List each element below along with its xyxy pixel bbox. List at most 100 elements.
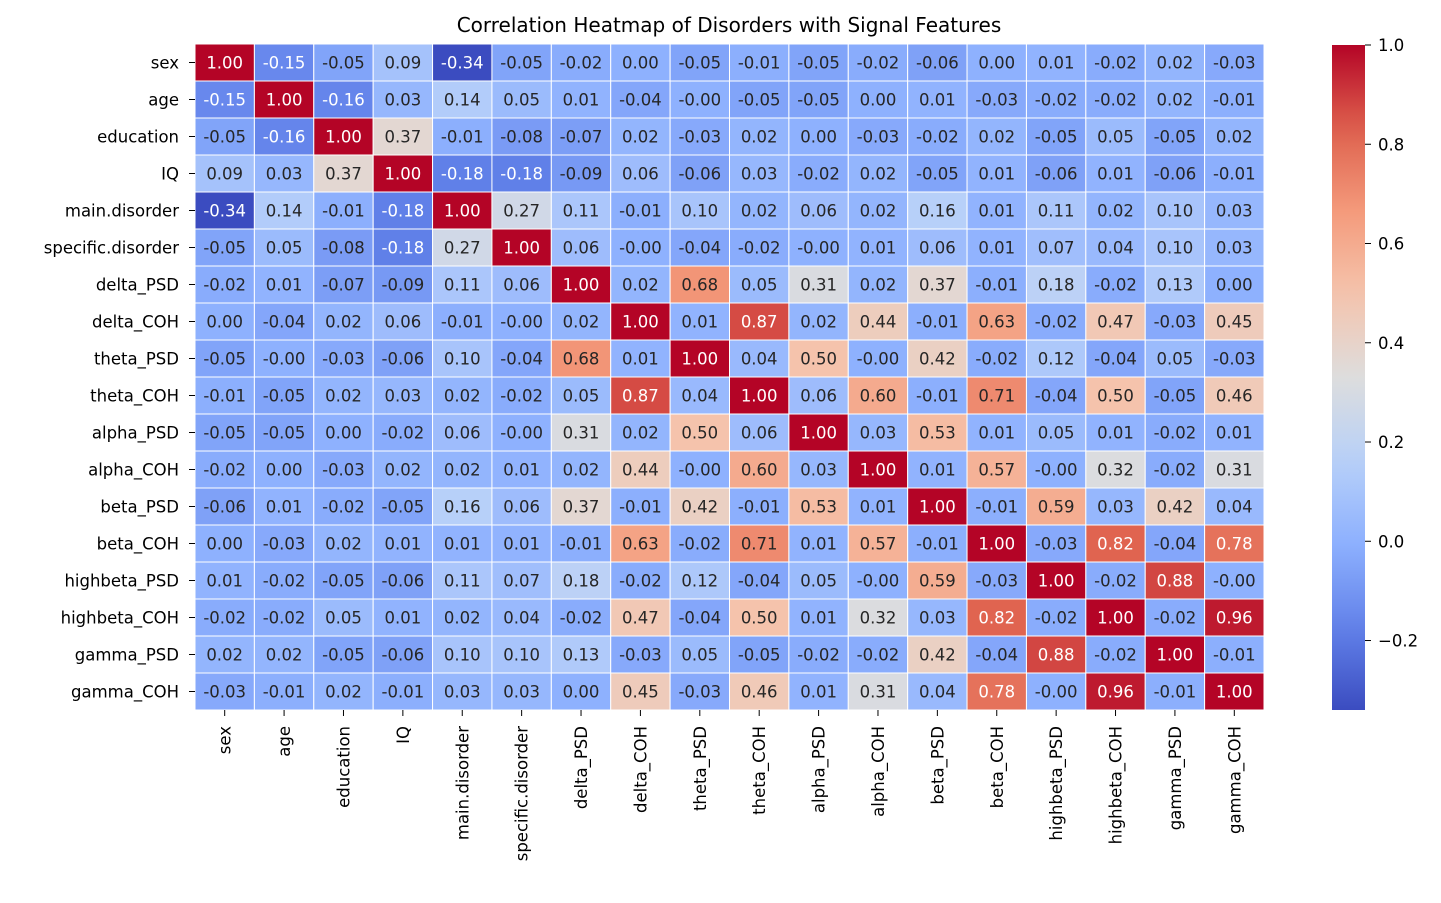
cell-value-label: -0.02 bbox=[619, 572, 662, 591]
cell-value-label: -0.03 bbox=[857, 128, 900, 147]
y-tick-label: sex bbox=[151, 54, 179, 73]
cell-value-label: -0.08 bbox=[322, 239, 365, 258]
heatmap-cell bbox=[847, 265, 909, 304]
cell-value-label: 0.00 bbox=[622, 54, 659, 73]
heatmap-cell bbox=[491, 117, 552, 156]
heatmap-cell bbox=[966, 43, 1027, 82]
cell-value-label: -0.07 bbox=[560, 128, 603, 147]
cell-value-label: -0.03 bbox=[975, 572, 1018, 591]
cell-value-label: 0.02 bbox=[325, 683, 362, 702]
heatmap-cell bbox=[194, 80, 255, 119]
heatmap-cell bbox=[1144, 43, 1206, 82]
cell-value-label: 0.06 bbox=[503, 498, 540, 517]
cell-value-label: -0.01 bbox=[382, 683, 425, 702]
heatmap-cell bbox=[847, 191, 909, 230]
heatmap-cell bbox=[372, 117, 434, 156]
cell-value-label: 0.00 bbox=[1216, 276, 1253, 295]
cell-value-label: 1.00 bbox=[503, 239, 540, 258]
heatmap-cell bbox=[313, 339, 374, 378]
cell-value-label: -0.15 bbox=[263, 54, 306, 73]
heatmap-cell bbox=[194, 339, 255, 378]
cell-value-label: 0.02 bbox=[384, 461, 421, 480]
heatmap-cell bbox=[729, 43, 790, 82]
cell-value-label: -0.00 bbox=[500, 313, 543, 332]
colorbar-tick-label: 0.2 bbox=[1378, 433, 1404, 452]
cell-value-label: -0.06 bbox=[382, 350, 425, 369]
cell-value-label: 0.07 bbox=[503, 572, 540, 591]
cell-value-label: 0.02 bbox=[1157, 54, 1194, 73]
cell-value-label: 0.02 bbox=[1157, 91, 1194, 110]
cell-value-label: 0.10 bbox=[1157, 202, 1194, 221]
cell-value-label: -0.00 bbox=[857, 350, 900, 369]
heatmap-cell bbox=[372, 80, 434, 119]
heatmap-cell bbox=[1204, 191, 1265, 230]
cell-value-label: -0.01 bbox=[441, 128, 484, 147]
cell-value-label: 0.50 bbox=[1097, 387, 1134, 406]
cell-value-label: 0.12 bbox=[681, 572, 718, 591]
heatmap-cell bbox=[847, 672, 909, 711]
x-tick-label: main.disorder bbox=[453, 726, 472, 840]
cell-value-label: 0.50 bbox=[681, 424, 718, 443]
cell-value-label: -0.04 bbox=[500, 350, 543, 369]
heatmap-cell bbox=[313, 302, 374, 341]
heatmap-cell bbox=[253, 154, 315, 193]
cell-value-label: -0.01 bbox=[619, 498, 662, 517]
heatmap-cell bbox=[1204, 302, 1265, 341]
y-tick-label: theta_COH bbox=[90, 387, 179, 407]
cell-value-label: -0.00 bbox=[619, 239, 662, 258]
heatmap-cell bbox=[432, 80, 493, 119]
cell-value-label: -0.01 bbox=[1213, 91, 1256, 110]
cell-value-label: 0.01 bbox=[919, 461, 956, 480]
cell-value-label: 0.02 bbox=[444, 609, 481, 628]
y-tick-label: delta_COH bbox=[92, 313, 179, 333]
heatmap-cell bbox=[1025, 117, 1087, 156]
heatmap-cell bbox=[729, 154, 790, 193]
cell-value-label: 0.37 bbox=[384, 128, 421, 147]
cell-value-label: -0.00 bbox=[678, 461, 721, 480]
heatmap-cell bbox=[1144, 672, 1206, 711]
cell-value-label: 0.02 bbox=[800, 313, 837, 332]
cell-value-label: 0.02 bbox=[444, 461, 481, 480]
heatmap-cell bbox=[788, 524, 849, 563]
heatmap-cell bbox=[1025, 265, 1087, 304]
cell-value-label: -0.02 bbox=[797, 646, 840, 665]
heatmap-cell bbox=[372, 376, 434, 415]
cell-value-label: -0.03 bbox=[678, 128, 721, 147]
cell-value-label: 0.87 bbox=[741, 313, 778, 332]
cell-value-label: 1.00 bbox=[681, 350, 718, 369]
cell-value-label: 0.05 bbox=[503, 91, 540, 110]
cell-value-label: -0.02 bbox=[1035, 609, 1078, 628]
cell-value-label: 0.00 bbox=[800, 128, 837, 147]
heatmap-cell bbox=[194, 413, 255, 452]
cell-value-label: 0.32 bbox=[860, 609, 897, 628]
heatmap-cell bbox=[432, 302, 493, 341]
cell-value-label: 0.31 bbox=[860, 683, 897, 702]
heatmap-cell bbox=[1204, 228, 1265, 267]
cell-value-label: -0.05 bbox=[382, 498, 425, 517]
heatmap-cell bbox=[550, 561, 612, 600]
heatmap-cell bbox=[669, 80, 730, 119]
heatmap-cell bbox=[432, 524, 493, 563]
cell-value-label: 0.01 bbox=[503, 535, 540, 554]
heatmap-cell bbox=[194, 117, 255, 156]
cell-value-label: 0.10 bbox=[681, 202, 718, 221]
cell-value-label: 0.18 bbox=[563, 572, 600, 591]
heatmap-cell bbox=[1025, 228, 1087, 267]
heatmap-cell bbox=[432, 191, 493, 230]
heatmap-cell bbox=[610, 228, 671, 267]
heatmap-cell bbox=[372, 450, 434, 489]
heatmap-cell bbox=[966, 265, 1027, 304]
cell-value-label: -0.04 bbox=[975, 646, 1018, 665]
cell-value-label: -0.03 bbox=[975, 91, 1018, 110]
cell-value-label: 0.06 bbox=[622, 165, 659, 184]
cell-value-label: -0.02 bbox=[857, 646, 900, 665]
cell-value-label: 1.00 bbox=[919, 498, 956, 517]
heatmap-cell bbox=[1204, 265, 1265, 304]
heatmap-cell bbox=[1085, 339, 1146, 378]
heatmap-cell bbox=[432, 265, 493, 304]
cell-value-label: -0.05 bbox=[916, 165, 959, 184]
heatmap-cell bbox=[847, 117, 909, 156]
cell-value-label: 0.01 bbox=[978, 424, 1015, 443]
cell-value-label: -0.05 bbox=[322, 572, 365, 591]
